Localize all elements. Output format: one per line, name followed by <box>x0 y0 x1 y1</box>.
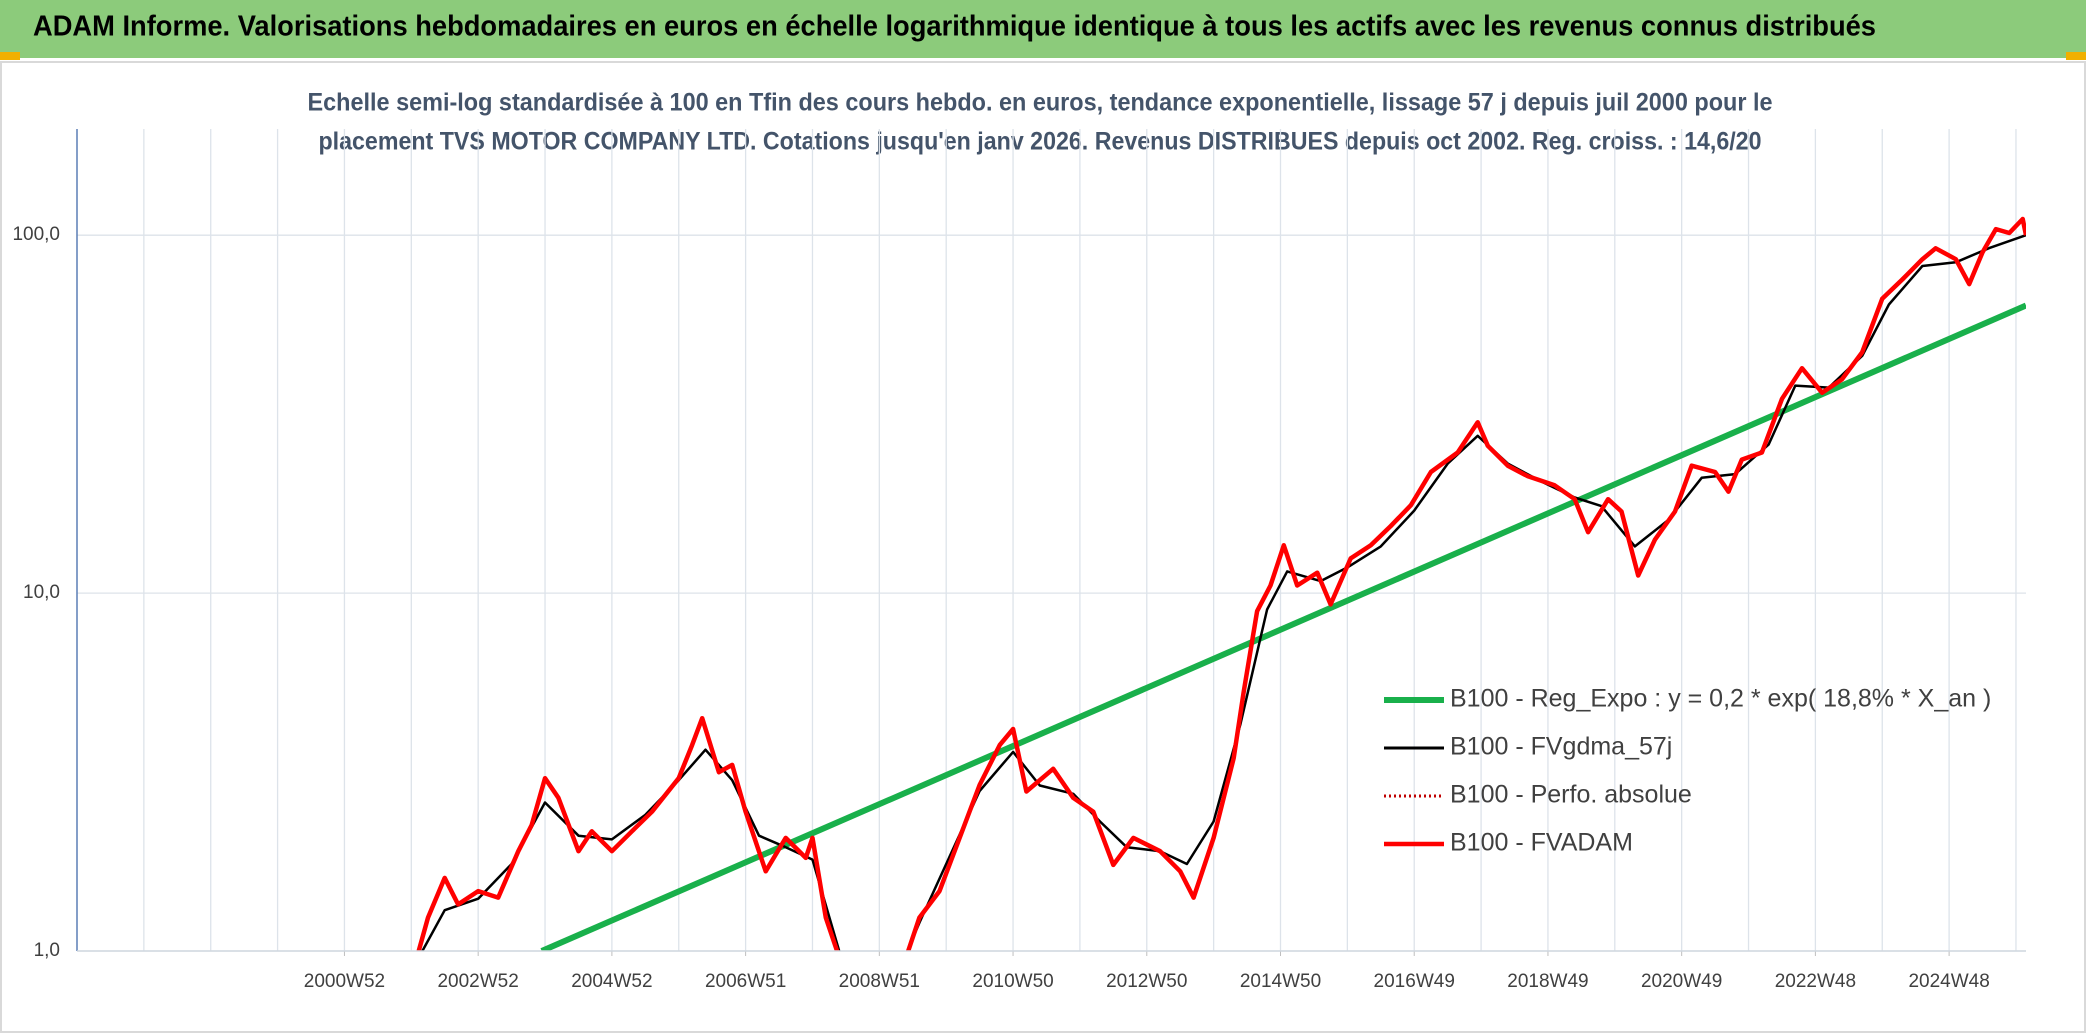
legend: B100 - Reg_Expo : y = 0,2 * exp( 18,8% *… <box>1384 685 1991 857</box>
legend-label: B100 - FVADAM <box>1450 829 1633 857</box>
grid <box>77 129 2026 952</box>
y-tick-label: 10,0 <box>23 582 60 603</box>
legend-label: B100 - Reg_Expo : y = 0,2 * exp( 18,8% *… <box>1450 685 1991 713</box>
x-tick-label: 2000W52 <box>304 971 385 992</box>
x-tick-label: 2010W50 <box>972 971 1053 992</box>
plot-area <box>416 216 2026 951</box>
x-tick-label: 2020W49 <box>1641 971 1722 992</box>
x-tick-label: 2024W48 <box>1908 971 1989 992</box>
corner-left <box>0 52 20 60</box>
series-line <box>420 234 2026 951</box>
header-bar <box>0 0 2086 58</box>
x-tick-label: 2002W52 <box>437 971 518 992</box>
legend-label: B100 - Perfo. absolue <box>1450 781 1692 809</box>
series-line <box>416 216 2026 951</box>
legend-label: B100 - FVgdma_57j <box>1450 733 1672 761</box>
x-tick-label: 2004W52 <box>571 971 652 992</box>
chart-title: placement TVS MOTOR COMPANY LTD. Cotatio… <box>319 128 1762 156</box>
x-tick-label: 2018W49 <box>1507 971 1588 992</box>
x-tick-label: 2008W51 <box>839 971 920 992</box>
x-tick-label: 2016W49 <box>1374 971 1455 992</box>
x-tick-label: 2014W50 <box>1240 971 1321 992</box>
y-tick-label: 1,0 <box>34 940 60 961</box>
x-tick-label: 2012W50 <box>1106 971 1187 992</box>
y-tick-label: 100,0 <box>12 224 60 245</box>
chart-title: Echelle semi-log standardisée à 100 en T… <box>308 89 1773 117</box>
header-title: ADAM Informe. Valorisations hebdomadaire… <box>33 11 1876 43</box>
x-tick-label: 2022W48 <box>1775 971 1856 992</box>
axes: 1,0 10,0 100,0 2000W52 2002W52 2004W52 2006W51… <box>12 129 2026 992</box>
chart-frame <box>0 61 2086 1033</box>
x-tick-label: 2006W51 <box>705 971 786 992</box>
corner-right <box>2066 52 2086 60</box>
